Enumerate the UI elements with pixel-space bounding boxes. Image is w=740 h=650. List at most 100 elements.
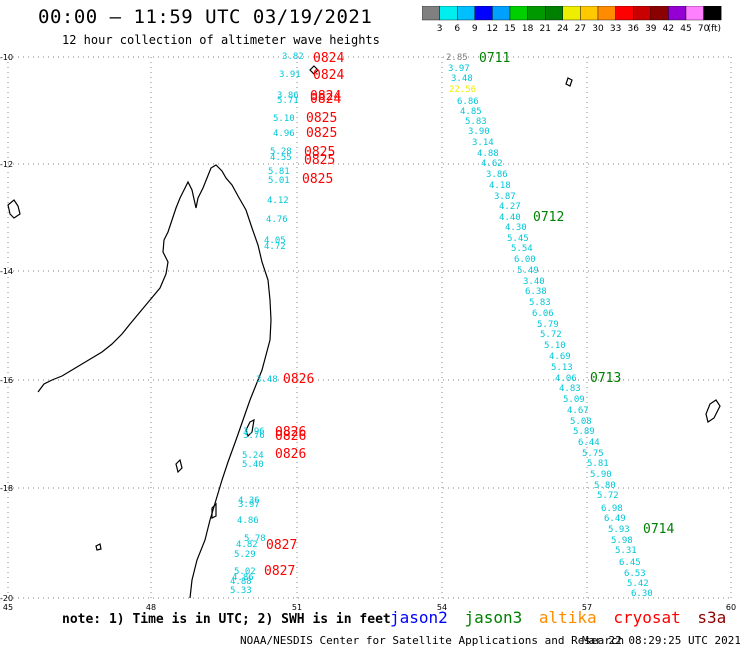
jason3-time-label: 0713 xyxy=(590,371,621,386)
satellite-legend: jason2 jason3 altika cryosat s3a xyxy=(390,608,733,627)
cryosat-time-label: 0824 xyxy=(313,68,344,83)
jason3-swh-label: 5.83 xyxy=(465,117,487,127)
swh-colorbar: 3 6 9 12 15 18 21 24 27 30 33 36 39 42 45 70(ft) xyxy=(422,6,722,34)
cryosat-swh-label: 3.96 xyxy=(243,427,265,437)
colorbar-swatch xyxy=(703,6,722,21)
cryosat-swh-label: 4.86 xyxy=(237,516,259,526)
jason3-swh-label: 5.81 xyxy=(587,459,609,469)
jason3-swh-label: 4.30 xyxy=(505,223,527,233)
jason3-swh-label: 5.09 xyxy=(563,395,585,405)
jason3-swh-label: 5.45 xyxy=(507,234,529,244)
cryosat-swh-label: 3.82 xyxy=(282,52,304,62)
jason3-swh-label: 5.13 xyxy=(551,363,573,373)
colorbar-tick: 12 xyxy=(487,24,498,34)
cryosat-swh-label: 3.97 xyxy=(238,500,260,510)
cryosat-swh-label: 4.12 xyxy=(267,196,289,206)
jason3-time-label: 0714 xyxy=(643,522,674,537)
cryosat-swh-label: 4.76 xyxy=(266,215,288,225)
lat-label: -12 xyxy=(0,160,13,169)
jason3-swh-label: 5.79 xyxy=(537,320,559,330)
footer-credit: NOAA/NESDIS Center for Satellite Applica… xyxy=(240,634,625,647)
jason3-swh-label: 5.93 xyxy=(608,525,630,535)
jason3-swh-label: 3.90 xyxy=(468,127,490,137)
cryosat-swh-label: 5.01 xyxy=(268,176,290,186)
jason3-swh-label: 5.42 xyxy=(627,579,649,589)
colorbar-tick: 45 xyxy=(680,24,691,34)
legend-jason3: jason3 xyxy=(464,608,523,627)
legend-altika: altika xyxy=(538,608,597,627)
legend-jason2: jason2 xyxy=(390,608,448,627)
colorbar-tick: 27 xyxy=(575,24,586,34)
lat-label: -16 xyxy=(0,376,13,385)
cryosat-swh-label: 4.36 xyxy=(238,496,260,506)
cryosat-swh-label: 4.96 xyxy=(273,129,295,139)
cryosat-swh-label: 3.76 xyxy=(243,431,265,441)
lon-label: 51 xyxy=(292,603,302,612)
lon-label: 60 xyxy=(726,603,736,612)
lat-label: -10 xyxy=(0,53,13,62)
colorbar-tick: 15 xyxy=(504,24,515,34)
cryosat-time-label: 0826 xyxy=(275,447,306,462)
cryosat-time-label: 0824 xyxy=(310,89,341,104)
jason3-swh-label: 22.56 xyxy=(449,85,476,95)
jason3-swh-label: 5.89 xyxy=(573,427,595,437)
cryosat-swh-label: 3.48 xyxy=(256,375,278,385)
colorbar-unit: (ft) xyxy=(707,24,721,34)
jason3-swh-label: 5.80 xyxy=(594,481,616,491)
cryosat-swh-label: 5.40 xyxy=(242,460,264,470)
jason3-swh-label: 4.18 xyxy=(489,181,511,191)
cryosat-swh-label: 5.71 xyxy=(277,96,299,106)
colorbar-tick: 18 xyxy=(522,24,534,34)
cryosat-swh-label: 5.78 xyxy=(244,534,266,544)
jason3-swh-label: 5.75 xyxy=(582,449,604,459)
colorbar-tick: 30 xyxy=(592,24,604,34)
cryosat-swh-label: 4.86 xyxy=(232,573,254,583)
jason3-swh-label: 5.72 xyxy=(540,330,562,340)
cryosat-swh-label: 4.05 xyxy=(264,236,286,246)
jason3-swh-label: 3.86 xyxy=(486,170,508,180)
cryosat-swh-label: 5.29 xyxy=(234,550,256,560)
cryosat-swh-label: 4.55 xyxy=(270,153,292,163)
jason3-swh-label: 3.14 xyxy=(472,138,494,148)
jason3-swh-label: 5.54 xyxy=(511,244,533,254)
lon-label: 48 xyxy=(146,603,156,612)
jason3-swh-label: 6.06 xyxy=(532,309,554,319)
lat-label: -14 xyxy=(0,267,13,276)
cryosat-swh-label: 5.24 xyxy=(242,451,264,461)
jason3-swh-label: 6.86 xyxy=(457,97,479,107)
lat-label: -18 xyxy=(0,484,13,493)
cryosat-time-label: 0827 xyxy=(264,564,295,579)
legend-cryosat: cryosat xyxy=(613,608,681,627)
cryosat-swh-label: 4.88 xyxy=(230,577,252,587)
cryosat-time-label: 0825 xyxy=(304,145,335,160)
cryosat-time-label: 0825 xyxy=(306,111,337,126)
colorbar-tick: 36 xyxy=(627,24,639,34)
lon-label: 45 xyxy=(3,603,13,612)
jason3-swh-label: 3.48 xyxy=(451,74,473,84)
jason3-swh-label: 5.10 xyxy=(544,341,566,351)
jason3-swh-label: 6.38 xyxy=(525,287,547,297)
colorbar-tick: 6 xyxy=(454,24,460,34)
lat-label: -20 xyxy=(0,594,13,603)
jason3-swh-label: 4.85 xyxy=(460,107,482,117)
cryosat-time-label: 0825 xyxy=(302,172,333,187)
colorbar-tick: 42 xyxy=(663,24,674,34)
jason3-swh-label: 6.30 xyxy=(631,589,653,599)
coastline xyxy=(7,65,721,599)
cryosat-time-label: 0824 xyxy=(310,92,341,107)
colorbar-tick: 9 xyxy=(472,24,478,34)
cryosat-swh-label: 4.82 xyxy=(236,540,258,550)
jason3-swh-label: 6.00 xyxy=(514,255,536,265)
jason3-swh-label: 3.97 xyxy=(448,64,470,74)
jason3-swh-label: 4.40 xyxy=(499,213,521,223)
legend-s3a: s3a xyxy=(697,608,727,627)
jason3-time-label: 0711 xyxy=(479,51,510,66)
cryosat-time-label: 0824 xyxy=(313,51,344,66)
cryosat-time-label: 0826 xyxy=(283,372,314,387)
colorbar-tick: 3 xyxy=(437,24,443,34)
jason3-swh-label: 6.44 xyxy=(578,438,600,448)
jason3-swh-label: 5.90 xyxy=(590,470,612,480)
cryosat-time-label: 0825 xyxy=(306,126,337,141)
cryosat-swh-label: 3.86 xyxy=(277,91,299,101)
